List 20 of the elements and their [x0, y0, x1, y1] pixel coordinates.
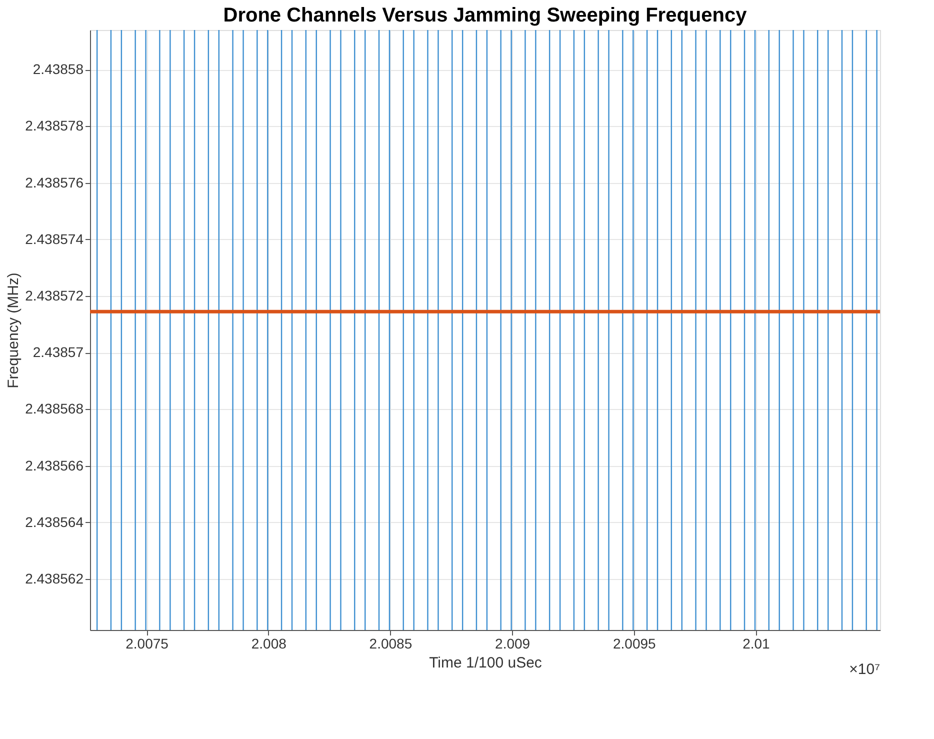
- text: ×10⁷: [849, 661, 880, 678]
- y-tick-label: 2.438572: [25, 288, 84, 304]
- y-tick-label: 2.438568: [25, 400, 84, 417]
- y-tick-label: 2.43857: [32, 344, 84, 360]
- x-tick-label: 2.0095: [612, 636, 656, 652]
- x-tick-label: 2.0085: [369, 636, 412, 652]
- y-tick-label: 2.43858: [32, 61, 84, 78]
- x-tick-label: 2.009: [495, 636, 530, 652]
- y-tick-label: 2.438566: [25, 457, 84, 474]
- x-tick-label: 2.01: [742, 636, 770, 652]
- y-axis-title: Frequency (MHz): [5, 272, 22, 388]
- y-tick-label: 2.438574: [25, 230, 84, 247]
- x-axis-title: Time 1/100 uSec: [429, 654, 542, 672]
- chart-title: Drone Channels Versus Jamming Sweeping Frequency: [223, 4, 748, 26]
- x-tick-label: 2.008: [251, 636, 287, 652]
- y-tick-label: 2.438578: [25, 118, 84, 134]
- y-tick-label: 2.438564: [25, 514, 84, 530]
- x-tick-label: 2.0075: [126, 636, 169, 652]
- y-tick-label: 2.438562: [25, 570, 84, 587]
- y-tick-label: 2.438576: [25, 174, 84, 190]
